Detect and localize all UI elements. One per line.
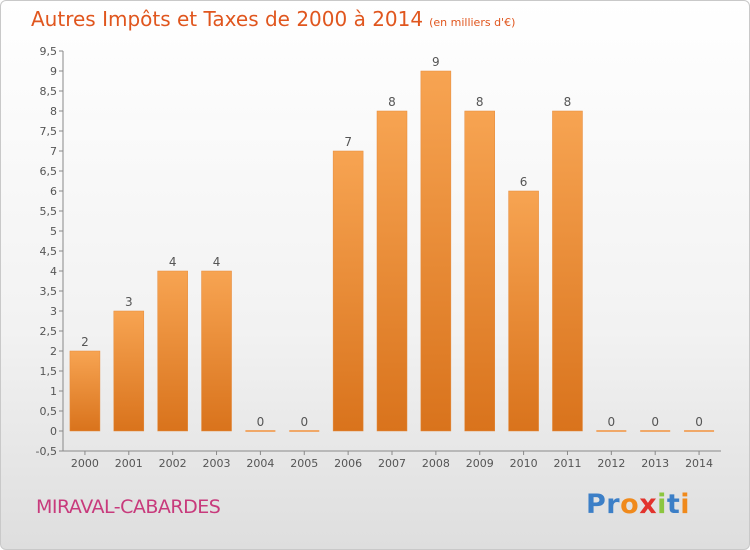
data-label-2006: 7 [344,135,352,149]
bar-2001 [113,310,145,432]
x-tick-label-2006: 2006 [334,457,362,470]
chart-data-labels: 2 3 4 4 0 0 7 8 9 8 6 8 0 0 0 [81,55,703,429]
chart-title-text: Autres Impôts et Taxes de 2000 à 2014 [31,7,424,31]
y-tick-label: 4 [50,265,57,278]
chart-axes: -0,5 0 0,5 1 1,5 2 2,5 3 3,5 4 4,5 5 5,5 6 6,5 7 7,5 8 8,5… [36,45,721,470]
y-tick-label: -0,5 [36,445,57,458]
y-tick-label: 8,5 [40,85,58,98]
x-tick-label-2008: 2008 [422,457,450,470]
data-label-2005: 0 [300,415,308,429]
x-tick-label-2011: 2011 [553,457,581,470]
chart-subtitle: (en milliers d'€) [429,16,516,29]
data-label-2009: 8 [476,95,484,109]
data-label-2012: 0 [608,415,616,429]
y-tick-label: 4,5 [40,245,58,258]
bar-2013 [640,430,671,432]
data-label-2008: 9 [432,55,440,69]
y-tick-label: 2,5 [40,325,58,338]
y-tick-label: 9,5 [40,45,58,58]
logo-letter: r [606,489,621,520]
logo-letter: o [620,489,640,520]
bar-2005 [289,430,320,432]
x-tick-label-2009: 2009 [466,457,494,470]
x-tick-label-2014: 2014 [685,457,713,470]
data-label-2007: 8 [388,95,396,109]
proxiti-logo: Proxiti [586,489,690,520]
x-tick-label-2013: 2013 [641,457,669,470]
bar-2007 [376,110,408,432]
y-tick-label: 6,5 [40,165,58,178]
x-tick-label-2003: 2003 [203,457,231,470]
chart-title: Autres Impôts et Taxes de 2000 à 2014 (en… [31,7,515,31]
x-tick-label-2005: 2005 [290,457,318,470]
bar-2004 [245,430,276,432]
x-tick-label-2012: 2012 [597,457,625,470]
chart-bars [69,70,715,432]
y-tick-label: 3,5 [40,285,58,298]
x-tick-label-2007: 2007 [378,457,406,470]
bar-2010 [508,190,539,432]
x-tick-label-2000: 2000 [71,457,99,470]
bar-2000 [69,350,101,432]
bar-2008 [420,70,452,432]
y-tick-label: 1 [50,385,57,398]
y-tick-label: 5 [50,225,57,238]
data-label-2010: 6 [520,175,528,189]
bar-2003 [201,270,232,432]
data-label-2011: 8 [564,95,572,109]
data-label-2003: 4 [213,255,221,269]
bar-2012 [596,430,627,432]
logo-letter: i [680,489,691,520]
y-tick-label: 8 [50,105,57,118]
y-tick-label: 2 [50,345,57,358]
y-tick-label: 7 [50,145,57,158]
bar-2014 [684,430,715,432]
x-tick-label-2001: 2001 [115,457,143,470]
bar-2009 [464,110,495,432]
data-label-2000: 2 [81,335,89,349]
x-tick-label-2010: 2010 [510,457,538,470]
data-label-2004: 0 [257,415,265,429]
x-tick-label-2004: 2004 [246,457,274,470]
y-tick-label: 3 [50,305,57,318]
bar-2006 [332,150,364,432]
logo-letter: x [639,489,658,520]
bar-2011 [552,110,583,432]
y-tick-label: 7,5 [40,125,58,138]
logo-letter: i [657,489,667,520]
y-tick-label: 0 [50,425,57,438]
y-tick-label: 1,5 [40,365,58,378]
y-tick-label: 0,5 [40,405,58,418]
y-tick-label: 9 [50,65,57,78]
y-tick-label: 5,5 [40,205,58,218]
logo-letter: t [666,489,681,520]
data-label-2002: 4 [169,255,177,269]
bar-2002 [157,270,188,432]
commune-name: MIRAVAL-CABARDES [36,496,221,518]
data-label-2014: 0 [695,415,703,429]
data-label-2013: 0 [651,415,659,429]
logo-letter: P [586,489,607,520]
data-label-2001: 3 [125,295,133,309]
x-tick-label-2002: 2002 [159,457,187,470]
y-tick-label: 6 [50,185,57,198]
